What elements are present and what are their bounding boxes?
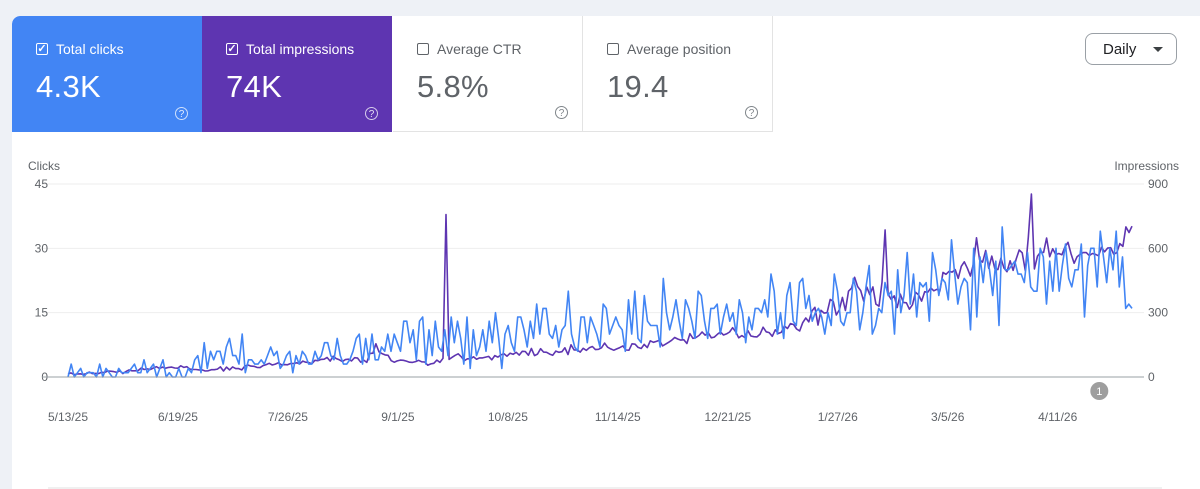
- checkbox-unchecked-icon[interactable]: [607, 43, 619, 55]
- x-tick-label: 7/26/25: [268, 410, 308, 424]
- annotation-marker[interactable]: 1: [1090, 382, 1109, 400]
- performance-chart: Clicks Impressions 0 15 30 45 0 300 600 900 5/…: [28, 159, 1179, 489]
- metric-average-position[interactable]: Average position 19.4 ?: [583, 16, 773, 132]
- series-lines: [67, 193, 1133, 378]
- caret-down-icon: [1153, 47, 1163, 52]
- x-tick-label: 4/11/26: [1038, 410, 1077, 424]
- metric-value: 19.4: [607, 69, 669, 104]
- checkbox-checked-icon[interactable]: ✓: [226, 42, 238, 55]
- metric-total-clicks[interactable]: ✓ Total clicks 4.3K ?: [12, 16, 202, 132]
- metric-value: 5.8%: [417, 69, 489, 104]
- metric-average-ctr[interactable]: Average CTR 5.8% ?: [393, 16, 583, 132]
- checkbox-unchecked-icon[interactable]: [417, 43, 429, 55]
- annotation-circle[interactable]: [1090, 382, 1109, 400]
- x-tick-label: 3/5/26: [931, 410, 965, 424]
- x-axis-ticks: 5/13/25 6/19/25 7/26/25 9/1/25 10/8/25 11/14/…: [48, 410, 1078, 424]
- left-axis-title: Clicks: [28, 159, 60, 173]
- metric-total-impressions[interactable]: ✓ Total impressions 74K ?: [202, 16, 392, 132]
- granularity-dropdown[interactable]: Daily: [1085, 33, 1177, 65]
- x-tick-label: 5/13/25: [48, 410, 88, 424]
- left-tick-label: 30: [35, 241, 49, 255]
- x-tick-label: 12/21/25: [704, 410, 751, 424]
- left-tick-label: 15: [35, 306, 49, 320]
- question-circle-icon[interactable]: ?: [365, 107, 378, 120]
- granularity-value: Daily: [1103, 40, 1137, 58]
- right-tick-label: 300: [1148, 306, 1168, 320]
- question-circle-icon[interactable]: ?: [745, 106, 758, 119]
- metric-label: Total clicks: [56, 41, 124, 57]
- left-tick-label: 45: [35, 177, 49, 191]
- question-circle-icon[interactable]: ?: [555, 106, 568, 119]
- right-tick-label: 900: [1148, 177, 1168, 191]
- annotation-label: 1: [1096, 386, 1102, 398]
- right-tick-label: 600: [1148, 241, 1168, 255]
- checkbox-checked-icon[interactable]: ✓: [36, 42, 48, 55]
- series-line: [67, 226, 1133, 378]
- right-tick-label: 0: [1148, 370, 1155, 384]
- question-circle-icon[interactable]: ?: [175, 107, 188, 120]
- right-axis-ticks: 0 300 600 900: [1148, 177, 1168, 384]
- metric-value: 74K: [226, 69, 283, 104]
- x-tick-label: 6/19/25: [158, 410, 198, 424]
- x-tick-label: 1/27/26: [818, 410, 858, 424]
- metric-label: Average position: [627, 41, 732, 57]
- metric-label: Total impressions: [246, 41, 355, 57]
- x-tick-label: 9/1/25: [381, 410, 415, 424]
- performance-card: ✓ Total clicks 4.3K ? ✓ Total impression…: [12, 16, 1200, 489]
- x-tick-label: 11/14/25: [595, 410, 641, 424]
- metric-value: 4.3K: [36, 69, 101, 104]
- metric-label: Average CTR: [437, 41, 522, 57]
- right-axis-title: Impressions: [1114, 159, 1179, 173]
- x-tick-label: 10/8/25: [488, 410, 528, 424]
